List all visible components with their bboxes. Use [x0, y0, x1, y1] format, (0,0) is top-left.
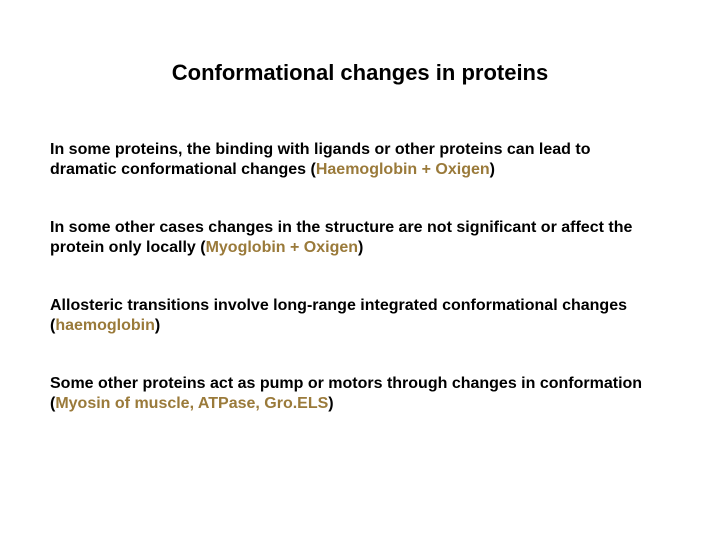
paragraph-2-post: ) [358, 239, 363, 256]
paragraph-1: In some proteins, the binding with ligan… [50, 140, 660, 180]
paragraph-3: Allosteric transitions involve long-rang… [50, 296, 660, 336]
paragraph-4-post: ) [328, 395, 333, 412]
paragraph-1-post: ) [490, 161, 495, 178]
paragraph-3-highlight: haemoglobin [55, 317, 155, 334]
paragraph-4-highlight: Myosin of muscle, ATPase, Gro.ELS [55, 395, 328, 412]
body-area: In some proteins, the binding with ligan… [50, 140, 660, 452]
paragraph-2: In some other cases changes in the struc… [50, 218, 660, 258]
paragraph-4: Some other proteins act as pump or motor… [50, 374, 660, 414]
paragraph-2-highlight: Myoglobin + Oxigen [206, 239, 358, 256]
slide-title: Conformational changes in proteins [0, 60, 720, 86]
slide: Conformational changes in proteins In so… [0, 0, 720, 540]
paragraph-1-highlight: Haemoglobin + Oxigen [316, 161, 490, 178]
paragraph-3-post: ) [155, 317, 160, 334]
